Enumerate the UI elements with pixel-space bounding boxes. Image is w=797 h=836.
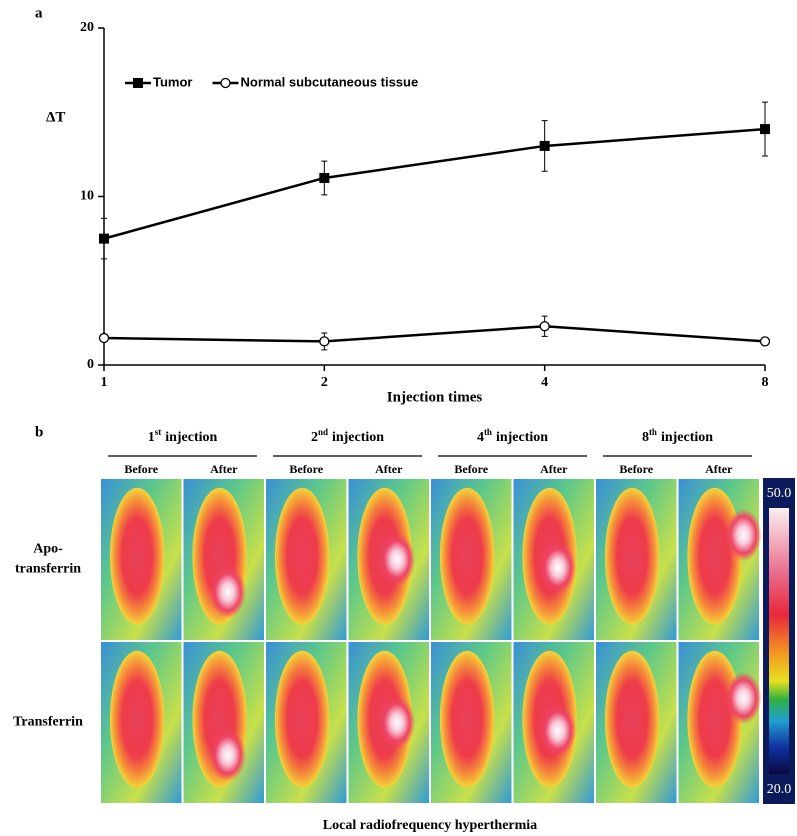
header-part: injection (332, 430, 384, 445)
panel-label: b (35, 424, 43, 440)
thermal-image (513, 642, 594, 803)
legend-label: Normal subcutaneous tissue (240, 74, 418, 89)
hotspot (725, 671, 762, 725)
header-part: st (155, 427, 162, 437)
hotspot (209, 729, 247, 782)
hotspot (209, 566, 247, 619)
x-tick-label: 1 (101, 375, 108, 390)
marker (539, 140, 550, 151)
header-part: injection (661, 430, 713, 445)
marker (99, 233, 109, 244)
thermal-image (101, 642, 182, 803)
body-heat (439, 487, 495, 625)
hotspot (378, 696, 416, 749)
header-part: th (649, 427, 657, 437)
header-part: injection (165, 430, 217, 445)
phase-label: Before (454, 462, 488, 476)
hotspot (725, 508, 762, 562)
header-part: injection (496, 430, 548, 445)
injection-header: 1st injection (148, 427, 218, 445)
colorbar (769, 508, 789, 774)
phase-label: Before (124, 462, 158, 476)
marker (760, 124, 770, 135)
body-heat (604, 487, 660, 625)
x-tick-label: 4 (541, 375, 548, 390)
thermal-image (183, 479, 264, 640)
phase-label: Before (619, 462, 653, 476)
header-part: th (484, 427, 492, 437)
thermal-image (266, 642, 347, 803)
x-tick-label: 8 (762, 375, 769, 390)
row-label: Apo- (33, 542, 63, 557)
phase-label: Before (289, 462, 323, 476)
marker (759, 336, 771, 347)
thermal-image (348, 479, 429, 640)
body-heat (274, 650, 330, 788)
body-heat (109, 487, 165, 625)
hotspot (539, 541, 577, 594)
marker (98, 332, 110, 344)
y-tick-label: 20 (80, 20, 94, 35)
thermal-image (101, 479, 182, 640)
thermal-image (431, 479, 512, 640)
phase-label: After (375, 462, 403, 476)
row-label: transferrin (15, 562, 81, 577)
hotspot (378, 533, 416, 586)
thermal-image (513, 479, 594, 640)
phase-label: After (210, 462, 238, 476)
marker (319, 172, 330, 183)
body-heat (109, 650, 165, 788)
body-heat (274, 487, 330, 625)
injection-header: 2nd injection (311, 427, 384, 445)
injection-header: 8th injection (642, 427, 713, 445)
panel-label: a (35, 5, 43, 21)
colorbar-max: 50.0 (767, 486, 792, 501)
legend-label: Tumor (153, 74, 192, 89)
y-axis-label: ΔT (46, 109, 65, 125)
thermal-image (596, 642, 677, 803)
body-heat (439, 650, 495, 788)
series-line (103, 324, 766, 343)
series-line (103, 127, 766, 240)
thermal-image (596, 479, 677, 640)
phase-label: After (540, 462, 568, 476)
y-tick-label: 10 (80, 189, 94, 204)
injection-header: 4th injection (477, 427, 548, 445)
body-heat (604, 650, 660, 788)
hotspot (539, 704, 577, 757)
header-part: nd (318, 427, 328, 437)
x-tick-label: 2 (321, 375, 328, 390)
caption: Local radiofrequency hyperthermia (323, 818, 537, 833)
thermal-image (431, 642, 512, 803)
marker (319, 336, 330, 347)
phase-label: After (705, 462, 733, 476)
header-part: 4 (477, 430, 484, 445)
colorbar-min: 20.0 (767, 782, 792, 797)
marker (539, 321, 550, 332)
thermal-image (348, 642, 429, 803)
header-part: 8 (642, 430, 649, 445)
marker (133, 78, 143, 88)
thermal-image (678, 479, 762, 640)
header-part: 2 (311, 430, 318, 445)
row-label: Transferrin (13, 715, 83, 730)
header-part: 1 (148, 430, 155, 445)
thermal-image (266, 479, 347, 640)
y-tick-label: 0 (87, 357, 94, 372)
x-axis-label: Injection times (387, 389, 483, 405)
marker (220, 77, 231, 89)
thermal-image (678, 642, 762, 803)
thermal-image (183, 642, 264, 803)
